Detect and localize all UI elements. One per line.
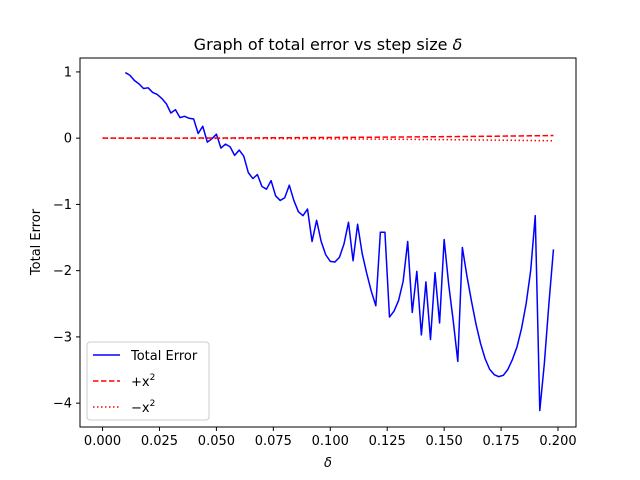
legend-label-minus-x2: −x2 [131,399,155,416]
legend-label-total-error: Total Error [130,349,198,364]
x-tick-label: 0.025 [141,434,178,449]
y-axis-label: Total Error [29,208,44,276]
y-tick-label: −4 [53,397,72,412]
x-tick-label: 0.200 [539,434,576,449]
series-layer [102,71,555,412]
legend: Total Error +x2 −x2 [86,341,210,421]
y-tick-label: −3 [53,330,72,345]
series-line-total-error [124,71,555,412]
y-tick-label: 0 [64,132,72,147]
y-tick-label: −2 [53,264,72,279]
legend-label-plus-x2: +x2 [131,373,155,390]
x-axis: 0.000 0.025 0.050 0.075 0.100 0.125 0.150 0.175… [84,427,577,449]
x-tick-label: 0.125 [369,434,406,449]
series-line-plus-x2 [102,134,554,139]
y-tick-label: 1 [64,65,72,80]
legend-box [86,341,210,421]
x-axis-label: δ [324,456,332,471]
x-tick-label: 0.050 [198,434,235,449]
x-tick-label: 0.175 [482,434,519,449]
axes-frame [79,57,577,428]
x-tick-label: 0.150 [426,434,463,449]
y-tick-label: −1 [53,198,72,213]
chart-title: Graph of total error vs step size δ [194,35,463,54]
plot-area [79,57,577,428]
x-tick-label: 0.000 [84,434,121,449]
x-tick-label: 0.100 [312,434,349,449]
x-tick-label: 0.075 [255,434,292,449]
y-axis: 1 0 −1 −2 −3 −4 [53,65,80,412]
